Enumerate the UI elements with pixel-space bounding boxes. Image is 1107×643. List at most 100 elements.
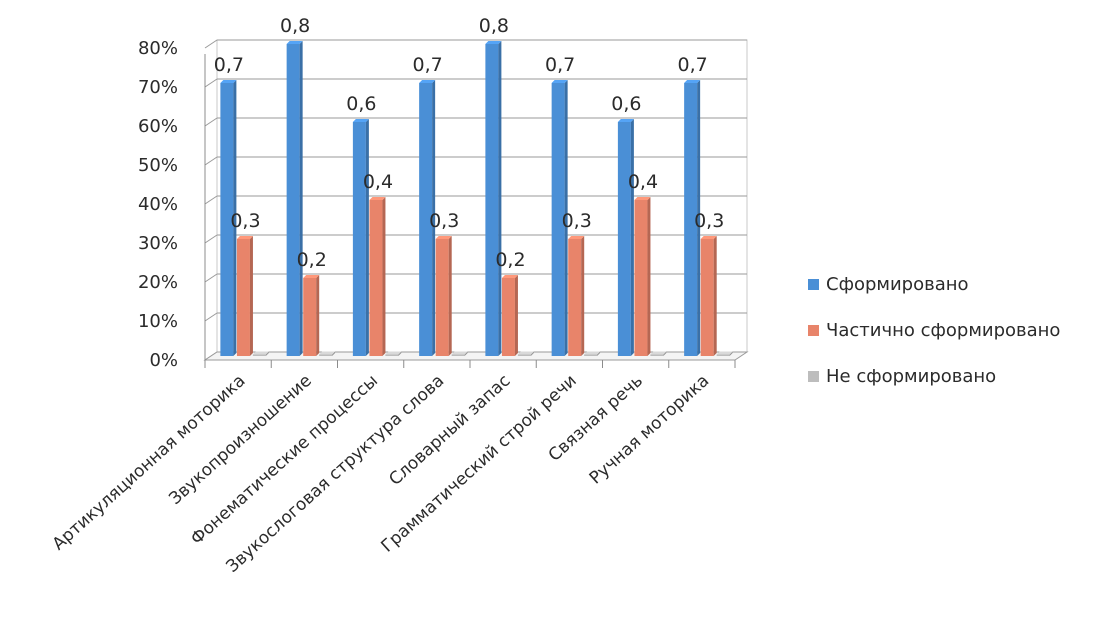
bars bbox=[220, 41, 733, 356]
data-label: 0,8 bbox=[280, 15, 310, 37]
bar-front bbox=[252, 354, 266, 356]
gridline-depth bbox=[204, 312, 218, 322]
bar-side bbox=[663, 351, 667, 356]
bar-top bbox=[319, 351, 336, 355]
bar-3 bbox=[252, 351, 269, 356]
x-tick-label: Ручная моторика bbox=[586, 371, 714, 489]
bar-front bbox=[303, 278, 317, 356]
bar-top bbox=[617, 119, 634, 122]
y-tick-label: 10% bbox=[138, 311, 178, 332]
bar-top bbox=[286, 41, 303, 44]
bar-1 bbox=[551, 80, 568, 356]
bar-top bbox=[684, 80, 701, 83]
bar-side bbox=[464, 351, 468, 356]
legend-swatch bbox=[808, 371, 819, 382]
bar-3 bbox=[584, 351, 601, 356]
bar-1 bbox=[352, 119, 369, 356]
gridline-depth bbox=[204, 39, 218, 49]
gridline-depth bbox=[204, 78, 218, 88]
data-label: 0,6 bbox=[346, 93, 376, 115]
bar-front bbox=[319, 354, 333, 356]
bar-top bbox=[435, 236, 452, 239]
bar-front bbox=[634, 200, 648, 356]
bar-front bbox=[684, 83, 698, 356]
gridline-depth bbox=[204, 273, 218, 283]
legend-item: Сформировано bbox=[808, 274, 969, 295]
legend-label: Не сформировано bbox=[826, 366, 996, 387]
gridline-depth bbox=[204, 117, 218, 127]
bar-front bbox=[617, 122, 631, 356]
y-tick-label: 60% bbox=[138, 116, 178, 137]
bar-2 bbox=[568, 236, 585, 356]
bar-top bbox=[716, 351, 733, 355]
bar-side bbox=[432, 80, 436, 356]
bar-top bbox=[501, 275, 518, 278]
bar-top bbox=[385, 351, 402, 355]
bar-front bbox=[650, 354, 664, 356]
bar-front bbox=[286, 44, 300, 356]
gridlines bbox=[204, 39, 748, 361]
data-label: 0,6 bbox=[611, 93, 641, 115]
bar-1 bbox=[419, 80, 436, 356]
bar-1 bbox=[684, 80, 701, 356]
bar-top bbox=[352, 119, 369, 122]
data-label: 0,2 bbox=[297, 249, 327, 271]
bar-3 bbox=[517, 351, 534, 356]
legend-item: Не сформировано bbox=[808, 366, 996, 387]
gridline-depth bbox=[204, 156, 218, 166]
bar-top bbox=[419, 80, 436, 83]
bar-front bbox=[501, 278, 515, 356]
bar-side bbox=[299, 41, 303, 356]
data-label: 0,7 bbox=[545, 54, 575, 76]
bar-top bbox=[634, 197, 651, 200]
bar-side bbox=[316, 275, 320, 356]
bar-3 bbox=[650, 351, 667, 356]
bar-side bbox=[581, 236, 585, 356]
data-label: 0,3 bbox=[694, 210, 724, 232]
bar-2 bbox=[236, 236, 253, 356]
legend-label: Сформировано bbox=[826, 274, 969, 295]
bar-2 bbox=[634, 197, 651, 356]
bar-top bbox=[551, 80, 568, 83]
bar-top bbox=[517, 351, 534, 355]
bar-1 bbox=[286, 41, 303, 356]
bar-side bbox=[498, 41, 502, 356]
bar-top bbox=[369, 197, 386, 200]
bar-side bbox=[729, 351, 733, 356]
y-tick-label: 20% bbox=[138, 272, 178, 293]
y-tick-label: 30% bbox=[138, 233, 178, 254]
bar-front bbox=[369, 200, 383, 356]
legend-swatch bbox=[808, 325, 819, 336]
data-label: 0,4 bbox=[628, 171, 658, 193]
bar-side bbox=[647, 197, 651, 356]
bar-front bbox=[419, 83, 433, 356]
data-label: 0,3 bbox=[230, 210, 260, 232]
data-label: 0,7 bbox=[214, 54, 244, 76]
bar-2 bbox=[435, 236, 452, 356]
legend-label: Частично сформировано bbox=[826, 320, 1060, 341]
gridline-depth bbox=[204, 195, 218, 205]
bar-front bbox=[352, 122, 366, 356]
plot-floor bbox=[203, 351, 749, 361]
data-label: 0,7 bbox=[678, 54, 708, 76]
bar-2 bbox=[369, 197, 386, 356]
legend-swatch bbox=[808, 279, 819, 290]
bar-1 bbox=[485, 41, 502, 356]
bar-front bbox=[716, 354, 730, 356]
bar-front bbox=[568, 239, 582, 356]
bar-front bbox=[517, 354, 531, 356]
bar-1 bbox=[617, 119, 634, 356]
bar-1 bbox=[220, 80, 237, 356]
bar-front bbox=[700, 239, 714, 356]
bar-top bbox=[485, 41, 502, 44]
y-tick-label: 70% bbox=[138, 77, 178, 98]
y-tick-label: 40% bbox=[138, 194, 178, 215]
bar-side bbox=[233, 80, 237, 356]
bar-top bbox=[451, 351, 468, 355]
bar-front bbox=[485, 44, 499, 356]
data-label: 0,4 bbox=[363, 171, 393, 193]
bar-front bbox=[385, 354, 399, 356]
data-label: 0,3 bbox=[429, 210, 459, 232]
bar-front bbox=[435, 239, 449, 356]
